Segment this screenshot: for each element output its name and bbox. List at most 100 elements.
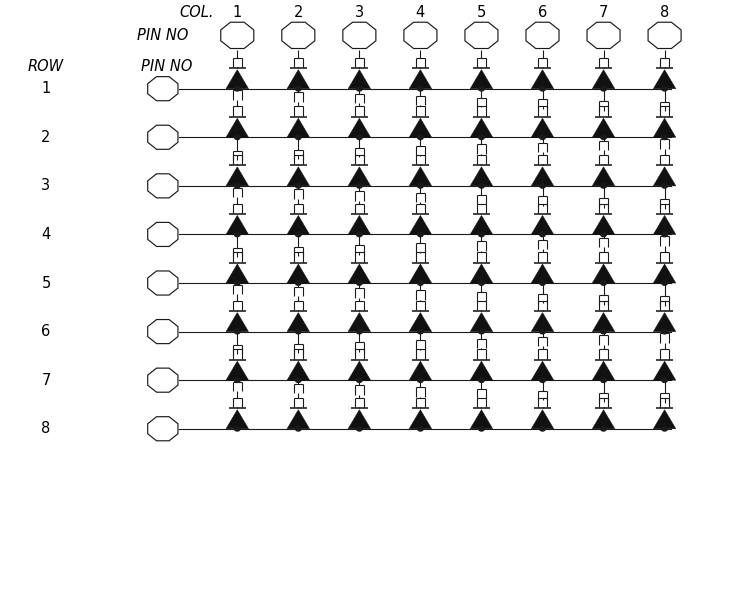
Polygon shape bbox=[348, 215, 370, 234]
Circle shape bbox=[662, 184, 668, 188]
Circle shape bbox=[418, 135, 423, 139]
Polygon shape bbox=[592, 361, 615, 380]
Polygon shape bbox=[592, 118, 615, 138]
Polygon shape bbox=[531, 361, 554, 380]
Circle shape bbox=[296, 426, 302, 431]
Polygon shape bbox=[531, 264, 554, 283]
Circle shape bbox=[235, 87, 240, 91]
Polygon shape bbox=[410, 167, 431, 186]
Circle shape bbox=[418, 232, 423, 237]
Text: 1: 1 bbox=[232, 5, 242, 20]
Circle shape bbox=[356, 232, 362, 237]
Circle shape bbox=[478, 280, 484, 285]
Circle shape bbox=[601, 329, 606, 334]
Polygon shape bbox=[592, 313, 615, 331]
Polygon shape bbox=[410, 264, 431, 283]
Text: 2: 2 bbox=[294, 5, 303, 20]
Polygon shape bbox=[653, 264, 676, 283]
Polygon shape bbox=[410, 361, 431, 380]
Circle shape bbox=[235, 184, 240, 188]
Polygon shape bbox=[470, 361, 493, 380]
Polygon shape bbox=[348, 118, 370, 138]
Polygon shape bbox=[531, 167, 554, 186]
Polygon shape bbox=[348, 70, 370, 89]
Circle shape bbox=[296, 135, 302, 139]
Polygon shape bbox=[592, 264, 615, 283]
Circle shape bbox=[478, 87, 484, 91]
Polygon shape bbox=[287, 264, 310, 283]
Text: 8: 8 bbox=[660, 5, 669, 20]
Polygon shape bbox=[287, 215, 310, 234]
Polygon shape bbox=[653, 70, 676, 89]
Circle shape bbox=[418, 87, 423, 91]
Polygon shape bbox=[287, 118, 310, 138]
Circle shape bbox=[296, 184, 302, 188]
Polygon shape bbox=[470, 70, 493, 89]
Polygon shape bbox=[531, 118, 554, 138]
Polygon shape bbox=[531, 215, 554, 234]
Text: 2: 2 bbox=[41, 130, 51, 145]
Circle shape bbox=[601, 378, 606, 382]
Text: 1: 1 bbox=[41, 81, 50, 96]
Circle shape bbox=[418, 426, 423, 431]
Polygon shape bbox=[653, 410, 676, 429]
Polygon shape bbox=[592, 215, 615, 234]
Text: 6: 6 bbox=[538, 5, 548, 20]
Circle shape bbox=[356, 280, 362, 285]
Circle shape bbox=[662, 280, 668, 285]
Circle shape bbox=[418, 329, 423, 334]
Polygon shape bbox=[348, 264, 370, 283]
Polygon shape bbox=[348, 410, 370, 429]
Polygon shape bbox=[287, 410, 310, 429]
Text: 5: 5 bbox=[41, 276, 50, 291]
Polygon shape bbox=[531, 70, 554, 89]
Circle shape bbox=[662, 232, 668, 237]
Polygon shape bbox=[348, 361, 370, 380]
Circle shape bbox=[478, 232, 484, 237]
Polygon shape bbox=[226, 215, 248, 234]
Polygon shape bbox=[348, 313, 370, 331]
Circle shape bbox=[540, 329, 545, 334]
Circle shape bbox=[418, 280, 423, 285]
Text: 4: 4 bbox=[416, 5, 425, 20]
Circle shape bbox=[478, 135, 484, 139]
Polygon shape bbox=[653, 167, 676, 186]
Circle shape bbox=[235, 280, 240, 285]
Text: 3: 3 bbox=[41, 178, 50, 193]
Circle shape bbox=[296, 329, 302, 334]
Polygon shape bbox=[470, 215, 493, 234]
Circle shape bbox=[235, 378, 240, 382]
Text: 8: 8 bbox=[41, 421, 50, 437]
Polygon shape bbox=[410, 215, 431, 234]
Polygon shape bbox=[287, 313, 310, 331]
Circle shape bbox=[418, 184, 423, 188]
Text: COL.: COL. bbox=[179, 5, 214, 20]
Polygon shape bbox=[531, 410, 554, 429]
Circle shape bbox=[356, 378, 362, 382]
Polygon shape bbox=[470, 118, 493, 138]
Circle shape bbox=[540, 135, 545, 139]
Circle shape bbox=[540, 87, 545, 91]
Polygon shape bbox=[226, 313, 248, 331]
Circle shape bbox=[540, 426, 545, 431]
Polygon shape bbox=[226, 264, 248, 283]
Polygon shape bbox=[410, 410, 431, 429]
Circle shape bbox=[296, 280, 302, 285]
Polygon shape bbox=[592, 70, 615, 89]
Circle shape bbox=[540, 280, 545, 285]
Circle shape bbox=[356, 329, 362, 334]
Circle shape bbox=[296, 87, 302, 91]
Polygon shape bbox=[226, 118, 248, 138]
Circle shape bbox=[235, 426, 240, 431]
Circle shape bbox=[601, 135, 606, 139]
Circle shape bbox=[296, 378, 302, 382]
Circle shape bbox=[235, 329, 240, 334]
Polygon shape bbox=[653, 118, 676, 138]
Polygon shape bbox=[287, 167, 310, 186]
Polygon shape bbox=[531, 313, 554, 331]
Polygon shape bbox=[470, 167, 493, 186]
Circle shape bbox=[662, 426, 668, 431]
Polygon shape bbox=[287, 70, 310, 89]
Polygon shape bbox=[653, 215, 676, 234]
Circle shape bbox=[540, 232, 545, 237]
